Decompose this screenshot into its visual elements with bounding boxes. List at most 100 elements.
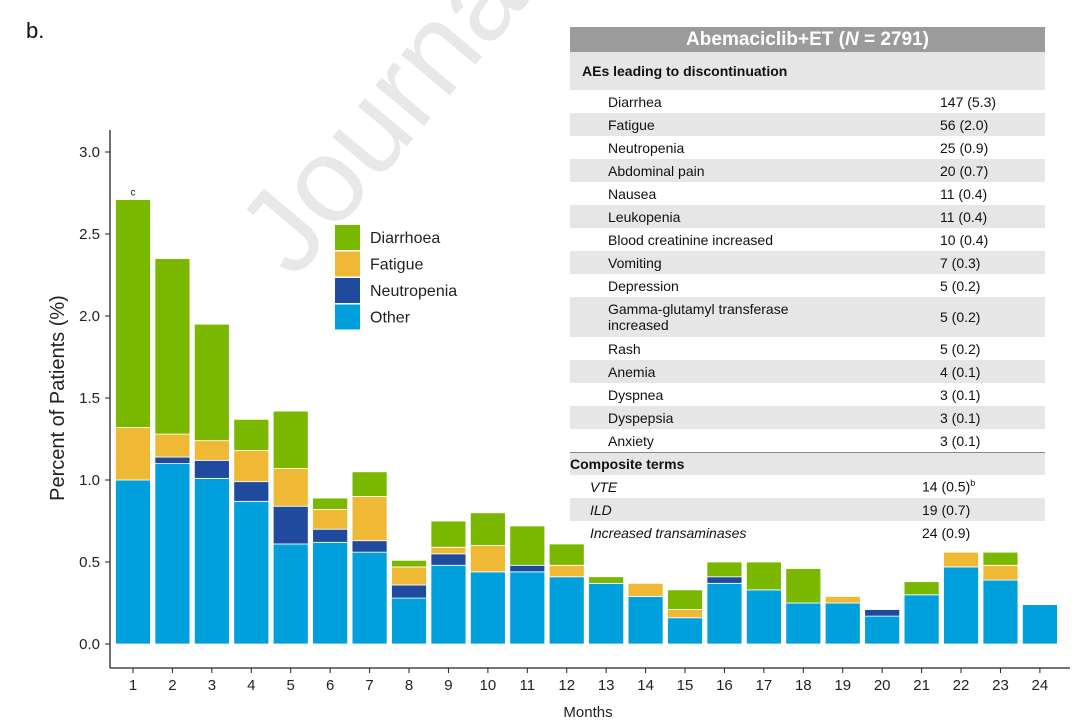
table-row: Blood creatinine increased 10 (0.4) xyxy=(570,228,1045,251)
legend-swatch-neutropenia xyxy=(335,278,360,303)
bar-segment-other xyxy=(548,576,585,645)
x-tick-label: 19 xyxy=(834,677,851,694)
bar-segment-neutropenia xyxy=(154,456,191,465)
ae-value: 25 (0.9) xyxy=(940,139,989,156)
x-tick-label: 15 xyxy=(677,677,694,694)
table-title-count: = 2791) xyxy=(858,29,929,50)
bar-segment-other xyxy=(430,564,467,645)
legend-swatch-diarrhoea xyxy=(335,225,360,250)
bar-segment-diarrhoea xyxy=(745,561,782,591)
composite-value: 19 (0.7) xyxy=(890,502,1045,518)
ae-name: Neutropenia xyxy=(608,139,685,156)
footnote-marker: b xyxy=(970,478,976,489)
bar-segment-diarrhoea xyxy=(548,543,585,566)
bar-segment-diarrhoea xyxy=(903,581,940,596)
bar-segment-neutropenia xyxy=(272,505,309,545)
bar-segment-fatigue xyxy=(193,440,230,461)
table-row: Increased transaminases 24 (0.9) xyxy=(570,521,1045,544)
bar-segment-diarrhoea xyxy=(154,258,191,435)
bar-segment-other xyxy=(824,602,861,645)
bar-segment-diarrhoea xyxy=(667,589,703,610)
ae-name: Gamma-glutamyl transferase increased xyxy=(608,301,789,333)
table-row: Vomiting 7 (0.3) xyxy=(570,251,1045,274)
x-tick-label: 9 xyxy=(444,677,452,694)
ae-value: 11 (0.4) xyxy=(940,208,988,225)
table-row: Anxiety 3 (0.1) xyxy=(570,429,1045,452)
bar-segment-diarrhoea xyxy=(509,525,546,566)
ae-value: 11 (0.4) xyxy=(940,185,988,202)
ae-value: 3 (0.1) xyxy=(940,432,981,449)
x-tick-label: 5 xyxy=(287,677,295,694)
value-text: 24 (0.9) xyxy=(922,524,971,541)
y-tick-label: 2.5 xyxy=(79,226,100,243)
x-axis-label: Months xyxy=(563,704,612,721)
bar-segment-fatigue xyxy=(469,545,506,573)
y-tick-label: 0.0 xyxy=(79,636,100,653)
table-row: VTE 14 (0.5)b xyxy=(570,475,1045,498)
x-tick-label: 12 xyxy=(558,677,575,694)
bar-segment-diarrhoea xyxy=(982,551,1019,566)
bar-segment-neutropenia xyxy=(430,553,467,566)
ae-name: Leukopenia xyxy=(608,208,681,225)
x-tick-label: 13 xyxy=(598,677,615,694)
table-header: Abemaciclib+ET (N = 2791) xyxy=(570,27,1045,52)
table-row: Rash 5 (0.2) xyxy=(570,337,1045,360)
composite-value: 14 (0.5)b xyxy=(890,478,1045,495)
table-row: Gamma-glutamyl transferase increased 5 (0… xyxy=(570,297,1045,337)
bar-segment-other xyxy=(351,551,388,645)
bar-segment-fatigue xyxy=(115,427,151,481)
table-row: Leukopenia 11 (0.4) xyxy=(570,205,1045,228)
x-tick-label: 18 xyxy=(795,677,812,694)
bar-annotation: c xyxy=(131,188,136,199)
ae-name: Blood creatinine increased xyxy=(608,231,773,248)
y-tick-label: 3.0 xyxy=(79,144,100,161)
composite-name: Increased transaminases xyxy=(590,524,747,541)
x-tick-label: 20 xyxy=(874,677,891,694)
bar-segment-diarrhoea xyxy=(233,418,270,451)
value-text: 14 (0.5) xyxy=(922,478,971,495)
bar-segment-neutropenia xyxy=(391,584,427,599)
composite-name: VTE xyxy=(590,478,618,495)
ae-name: Diarrhea xyxy=(608,93,662,110)
bar-segment-neutropenia xyxy=(351,540,388,553)
bar-segment-other xyxy=(509,571,546,645)
bar-segment-other xyxy=(943,566,979,645)
y-tick-label: 1.5 xyxy=(79,390,100,407)
bar-segment-other xyxy=(312,541,349,645)
table-row: Abdominal pain 20 (0.7) xyxy=(570,159,1045,182)
bar-segment-other xyxy=(115,479,151,645)
bar-segment-diarrhoea xyxy=(391,559,427,568)
bar-segment-fatigue xyxy=(430,546,467,555)
ae-name: Dyspnea xyxy=(608,386,664,403)
bar-segment-fatigue xyxy=(351,495,388,542)
bar-segment-other xyxy=(469,571,506,645)
y-axis-label: Percent of Patients (%) xyxy=(47,295,69,501)
ae-value: 147 (5.3) xyxy=(940,93,997,110)
bar-segment-other xyxy=(627,596,664,645)
x-tick-label: 11 xyxy=(520,677,536,694)
bar-segment-fatigue xyxy=(627,582,664,597)
bar-segment-neutropenia xyxy=(706,576,743,584)
bar-segment-diarrhoea xyxy=(351,471,388,497)
table-row: Fatigue 56 (2.0) xyxy=(570,113,1045,136)
bar-segment-other xyxy=(391,597,427,645)
ae-name: Dyspepsia xyxy=(608,409,674,426)
legend-label: Other xyxy=(370,310,411,327)
bar-segment-other xyxy=(864,615,901,645)
value-text: 19 (0.7) xyxy=(922,501,971,518)
section-header: Composite terms xyxy=(570,452,1045,475)
x-tick-label: 17 xyxy=(756,677,773,694)
ae-value: 56 (2.0) xyxy=(940,116,989,133)
table-row: Nausea 11 (0.4) xyxy=(570,182,1045,205)
bar-segment-neutropenia xyxy=(312,528,349,543)
legend-swatch-other xyxy=(335,304,360,330)
bar-segment-other xyxy=(154,463,191,645)
x-tick-label: 16 xyxy=(716,677,733,694)
bar-segment-other xyxy=(667,617,703,645)
bar-segment-neutropenia xyxy=(233,481,270,502)
ae-value: 5 (0.2) xyxy=(940,309,981,325)
table-title: Abemaciclib+ET ( xyxy=(686,29,845,50)
bar-segment-diarrhoea xyxy=(706,561,743,578)
ae-name: Anemia xyxy=(608,363,656,380)
